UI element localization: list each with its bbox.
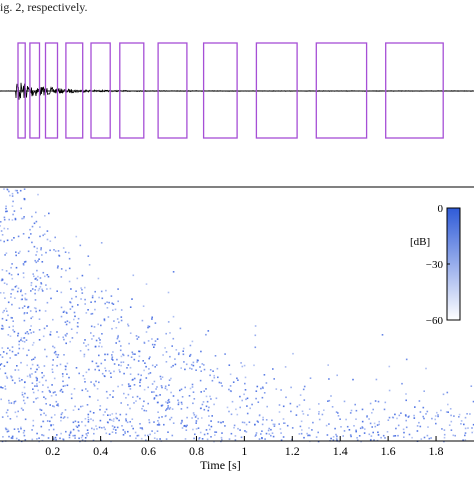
x-tick-label: 1.2	[285, 444, 300, 458]
x-tick-label: 1.4	[333, 444, 348, 458]
x-axis-label: Time [s]	[200, 458, 241, 472]
x-tick-label: 1.8	[429, 444, 444, 458]
x-tick-label: 1	[241, 444, 247, 458]
spectrogram-energy	[0, 188, 474, 442]
waveform-panel	[0, 43, 474, 138]
caption-fragment: ig. 2, respectively.	[0, 0, 88, 14]
x-tick-label: 0.4	[93, 444, 108, 458]
colorbar-tick-label: −60	[426, 315, 444, 327]
colorbar-tick-label: −30	[426, 259, 444, 271]
x-tick-label: 0.8	[189, 444, 204, 458]
x-axis-ticks: 0.2 0.4 0.6 0.8 1 1.2 1.4 1.6 1.8	[45, 436, 443, 458]
spectrogram-panel: 0.2 0.4 0.6 0.8 1 1.2 1.4 1.6 1.8 Time [s]	[0, 187, 474, 472]
colorbar-label: [dB]	[410, 236, 430, 248]
x-tick-label: 0.2	[45, 444, 60, 458]
x-tick-label: 0.6	[141, 444, 156, 458]
colorbar-tick-label: 0	[438, 203, 444, 215]
x-tick-label: 1.6	[381, 444, 396, 458]
